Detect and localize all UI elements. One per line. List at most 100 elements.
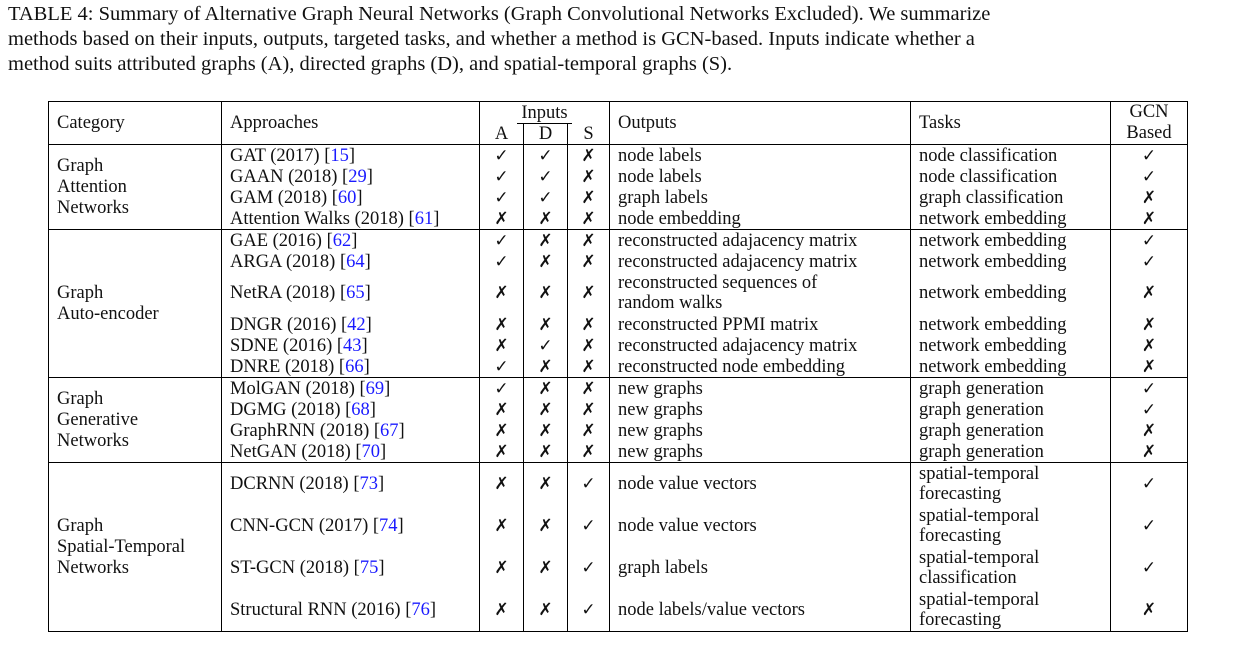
approach-name: DCRNN (2018) [ — [230, 474, 360, 494]
outputs-line: node labels — [618, 145, 702, 166]
approach-name: CNN-GCN (2017) [ — [230, 516, 380, 536]
header-inputs: Inputs — [479, 101, 610, 124]
tasks-line: graph classification — [919, 187, 1064, 208]
input-d-mark: ✗ — [523, 314, 568, 335]
bracket-close: ] — [378, 558, 385, 578]
outputs-cell: reconstructed node embedding — [609, 356, 911, 378]
input-d-mark: ✗ — [523, 547, 568, 589]
approach-cell: NetRA (2018) [65] — [221, 272, 480, 314]
citation-link[interactable]: 62 — [332, 230, 352, 251]
approach-name: ARGA (2018) [ — [230, 251, 347, 272]
category-line: Auto-encoder — [57, 303, 159, 324]
input-d-mark: ✗ — [523, 208, 568, 230]
citation-link[interactable]: 76 — [411, 600, 430, 620]
outputs-line: graph labels — [618, 187, 708, 208]
bracket-close: ] — [380, 441, 387, 462]
input-a-mark: ✓ — [479, 377, 524, 399]
tasks-line: network embedding — [919, 230, 1067, 251]
header-subrow: A D S — [49, 123, 1188, 145]
input-a-mark: ✗ — [479, 589, 524, 632]
citation-link[interactable]: 43 — [343, 335, 362, 356]
approach-cell: Attention Walks (2018) [61] — [221, 208, 480, 230]
outputs-line: new graphs — [618, 399, 703, 420]
caption-line: TABLE 4: Summary of Alternative Graph Ne… — [8, 3, 991, 25]
citation-link[interactable]: 42 — [347, 314, 366, 335]
gcn-based-mark: ✓ — [1110, 462, 1188, 505]
citation-link[interactable]: 66 — [345, 356, 364, 377]
gcn-based-mark: ✗ — [1110, 272, 1188, 314]
input-s-mark: ✗ — [567, 335, 610, 356]
input-d-mark: ✗ — [523, 589, 568, 632]
tasks-line: graph generation — [919, 399, 1044, 420]
citation-link[interactable]: 75 — [359, 558, 379, 578]
gcn-based-mark: ✓ — [1110, 229, 1188, 251]
input-a-mark: ✗ — [479, 420, 524, 441]
input-d-mark: ✗ — [523, 229, 568, 251]
input-d-mark: ✗ — [523, 399, 568, 420]
gcn-based-mark: ✗ — [1110, 441, 1188, 463]
citation-link[interactable]: 65 — [346, 283, 365, 303]
category-line: Graph — [57, 155, 104, 176]
approach-name: GAAN (2018) [ — [230, 166, 349, 187]
input-a-mark: ✓ — [479, 229, 524, 251]
citation-link[interactable]: 73 — [359, 474, 379, 494]
caption-line: methods based on their inputs, outputs, … — [8, 28, 975, 50]
bracket-close: ] — [364, 251, 371, 272]
approach-name: GAE (2016) [ — [230, 230, 333, 251]
input-a-mark: ✓ — [479, 166, 524, 187]
input-d-mark: ✗ — [523, 251, 568, 272]
citation-link[interactable]: 74 — [379, 516, 398, 536]
category-line: Networks — [57, 557, 129, 578]
tasks-cell: network embedding — [910, 208, 1111, 230]
outputs-cell: node value vectors — [609, 505, 911, 547]
input-d-mark: ✗ — [523, 505, 568, 547]
tasks-cell: network embedding — [910, 251, 1111, 272]
bracket-close: ] — [429, 600, 437, 620]
approach-name: NetRA (2018) [ — [230, 283, 347, 303]
outputs-cell: new graphs — [609, 377, 911, 399]
table-caption: TABLE 4: Summary of Alternative Graph Ne… — [8, 2, 1233, 77]
bracket-close: ] — [378, 474, 385, 494]
citation-link[interactable]: 69 — [365, 378, 385, 399]
approach-name: DNRE (2018) [ — [230, 356, 346, 377]
input-d-mark: ✓ — [523, 335, 568, 356]
citation-link[interactable]: 68 — [351, 399, 370, 420]
tasks-cell: graph generation — [910, 441, 1111, 463]
citation-link[interactable]: 60 — [337, 187, 357, 208]
tasks-line: spatial-temporal — [919, 548, 1040, 568]
table-row: DNGR (2016) [42] ✗ ✗ ✗ reconstructed PPMI ma… — [49, 314, 1188, 335]
citation-link[interactable]: 29 — [348, 166, 367, 187]
tasks-cell: graph generation — [910, 399, 1111, 420]
approach-cell: ARGA (2018) [64] — [221, 251, 480, 272]
citation-link[interactable]: 67 — [380, 420, 399, 441]
input-s-mark: ✗ — [567, 399, 610, 420]
approach-cell: Structural RNN (2016) [76] — [221, 589, 480, 632]
citation-link[interactable]: 15 — [330, 145, 349, 166]
approach-name: ST-GCN (2018) [ — [230, 558, 360, 578]
header-a: A — [479, 123, 524, 145]
input-d-mark: ✗ — [523, 462, 568, 505]
tasks-cell: graph generation — [910, 420, 1111, 441]
approach-cell: GraphRNN (2018) [67] — [221, 420, 480, 441]
outputs-line: node value vectors — [618, 474, 757, 494]
tasks-cell: spatial-temporal forecasting — [910, 505, 1111, 547]
category-label: Graph Auto-encoder — [57, 283, 215, 325]
gcn-based-mark: ✓ — [1110, 399, 1188, 420]
input-d-mark: ✗ — [523, 272, 568, 314]
table-row: ARGA (2018) [64] ✓ ✗ ✗ reconstructed adajace… — [49, 251, 1188, 272]
citation-link[interactable]: 61 — [414, 208, 434, 229]
header-tasks: Tasks — [910, 101, 1111, 145]
table-row: Graph Spatial-Temporal Networks DCRNN (2018… — [48, 462, 1188, 632]
input-a-mark: ✗ — [479, 272, 524, 314]
citation-link[interactable]: 70 — [361, 441, 381, 462]
citation-link[interactable]: 64 — [346, 251, 365, 272]
tasks-line: node classification — [919, 145, 1058, 166]
table-row: Structural RNN (2016) [76] ✗ ✗ ✓ node labels… — [49, 589, 1188, 632]
input-s-mark: ✗ — [567, 441, 610, 463]
outputs-cell: new graphs — [609, 441, 911, 463]
approach-cell: GAM (2018) [60] — [221, 187, 480, 208]
gcn-based-mark: ✗ — [1110, 420, 1188, 441]
bracket-close: ] — [351, 230, 358, 251]
tasks-line: classification — [919, 568, 1017, 588]
approach-name: GAT (2017) [ — [230, 145, 331, 166]
